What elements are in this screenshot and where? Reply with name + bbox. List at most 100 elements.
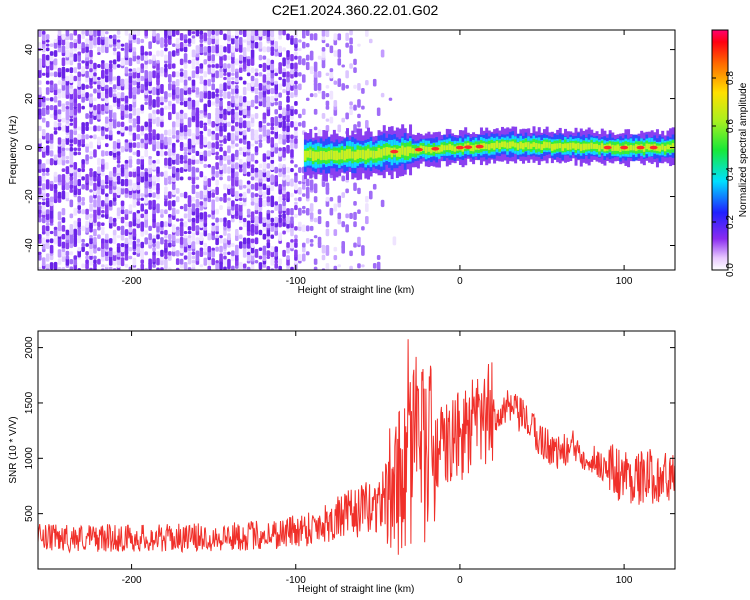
heatmap-cell (85, 255, 89, 260)
heatmap-cell (223, 108, 227, 115)
heatmap-cell (128, 204, 133, 211)
heatmap-cell (116, 151, 121, 156)
heatmap-cell (191, 58, 196, 66)
heatmap-cell (101, 104, 105, 112)
heatmap-cell (164, 255, 168, 260)
heatmap-cell (345, 84, 349, 89)
heatmap-cell (294, 201, 298, 206)
heatmap-cell (227, 75, 231, 82)
heatmap-cell (207, 54, 212, 62)
heatmap-cell (211, 189, 215, 193)
heatmap-cell (108, 176, 113, 181)
heatmap-cell (235, 143, 239, 147)
heatmap-cell (238, 76, 243, 81)
heatmap-cell (325, 85, 330, 89)
heatmap-cell (195, 184, 200, 189)
heatmap-cell (242, 50, 247, 57)
heatmap-cell (246, 30, 251, 37)
colorbar-tick-label: 0.8 (725, 71, 736, 85)
heatmap-cell (101, 30, 105, 38)
heatmap-cell (246, 56, 251, 60)
heatmap-cell (124, 78, 129, 87)
heatmap-cell (357, 263, 361, 269)
heatmap-cell (77, 168, 82, 173)
heatmap-cell (254, 146, 259, 153)
heatmap-cell (235, 41, 239, 49)
heatmap-cell (132, 182, 137, 191)
heatmap-cell (187, 99, 192, 108)
heatmap-cell (41, 128, 46, 137)
heatmap-cell (301, 41, 306, 49)
heatmap-cell (329, 116, 334, 124)
heatmap-cell (124, 140, 129, 150)
heatmap-cell (179, 192, 184, 198)
heatmap-cell (65, 238, 70, 243)
heatmap-cell (305, 225, 310, 232)
heatmap-cell (329, 70, 334, 79)
heatmap-cell (227, 79, 231, 86)
heatmap-cell (144, 168, 148, 173)
heatmap-cell (282, 134, 286, 140)
heatmap-cell (108, 34, 113, 39)
heatmap-cell (313, 258, 318, 265)
heatmap-cell (203, 150, 208, 157)
heatmap-cell (38, 201, 42, 205)
heatmap-cell (164, 200, 168, 207)
heatmap-cell (179, 176, 184, 181)
heatmap-cell (227, 30, 231, 36)
heatmap-cell (286, 104, 290, 111)
heatmap-cell (77, 71, 82, 78)
heatmap-cell (227, 68, 231, 73)
ridge-cell (540, 144, 544, 150)
heatmap-cell (207, 265, 212, 270)
heatmap-cell (349, 108, 353, 116)
heatmap-cell (38, 205, 42, 210)
heatmap-cell (270, 95, 275, 103)
heatmap-cell (108, 130, 113, 136)
heatmap-cell (164, 151, 168, 156)
heatmap-cell (168, 254, 172, 261)
ridge-cell (317, 151, 321, 159)
heatmap-cell (183, 53, 188, 63)
heatmap-cell (97, 46, 101, 53)
ridge-cell (516, 143, 520, 150)
heatmap-cell (69, 213, 74, 219)
heatmap-cell (104, 250, 109, 257)
heatmap-cell (104, 150, 109, 157)
ridge-cell (543, 141, 547, 149)
heatmap-cell (156, 267, 160, 270)
heatmap-cell (148, 113, 152, 119)
heatmap-cell (211, 247, 215, 251)
heatmap-cell (203, 175, 208, 182)
heatmap-cell (187, 226, 192, 231)
heatmap-cell (140, 83, 145, 90)
heatmap-cell (266, 107, 271, 117)
heatmap-cell (171, 142, 176, 148)
heatmap-cell (69, 184, 74, 190)
heatmap-cell (294, 68, 298, 72)
heatmap-cell (97, 84, 101, 90)
heatmap-cell (238, 241, 243, 249)
heatmap-cell (53, 121, 58, 128)
heatmap-cell (278, 30, 282, 36)
heatmap-cell (93, 255, 97, 260)
heatmap-cell (270, 159, 275, 164)
heatmap-cell (104, 74, 109, 83)
heatmap-cell (258, 197, 263, 202)
heatmap-cell (349, 30, 353, 36)
heatmap-cell (124, 221, 129, 227)
heatmap-cell (380, 49, 385, 58)
heatmap-cell (152, 160, 156, 164)
heatmap-cell (89, 195, 93, 204)
heatmap-cell (124, 139, 129, 143)
heatmap-cell (187, 151, 192, 155)
heatmap-cell (69, 224, 74, 233)
heatmap-cell (191, 37, 196, 45)
heatmap-cell (183, 146, 188, 152)
heatmap-cell (187, 253, 192, 262)
heatmap-cell (73, 41, 78, 49)
heatmap-cell (69, 233, 74, 241)
heatmap-cell (298, 187, 302, 195)
heatmap-cell (199, 30, 204, 35)
